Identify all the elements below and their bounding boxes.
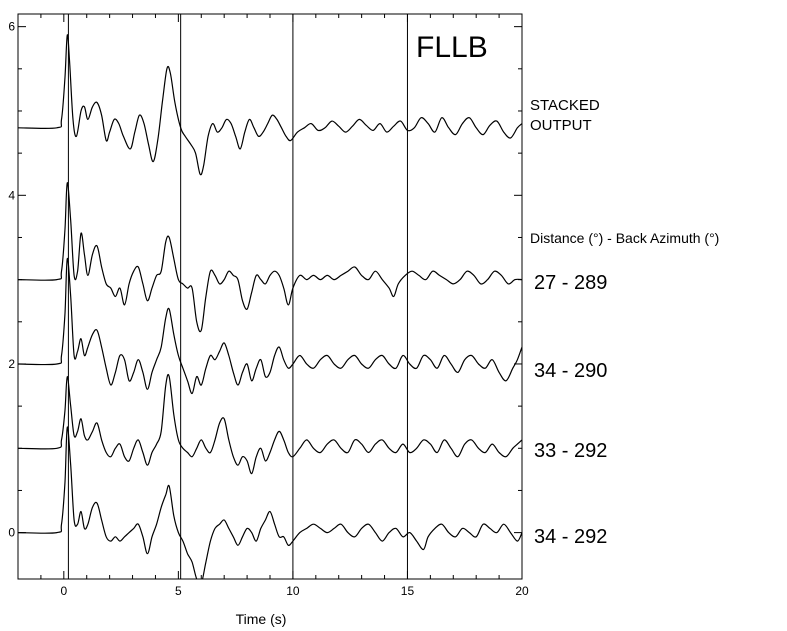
time-marker-lines [67, 14, 408, 579]
trace-label-1: 27 - 289 [534, 272, 607, 294]
column-header: Distance (°) - Back Azimuth (°) [530, 230, 719, 246]
y-tick-label-4: 4 [8, 188, 15, 202]
y-tick-label-2: 2 [8, 357, 15, 371]
trace-label-2: 34 - 290 [534, 360, 607, 382]
x-tick-label-5: 5 [175, 584, 182, 598]
axis-ticks [17, 14, 523, 579]
waveform-trace-4 [18, 426, 522, 579]
y-tick-label-0: 0 [8, 526, 15, 540]
x-tick-label-0: 0 [60, 584, 67, 598]
stacked-label-line-1: STACKED [530, 97, 600, 114]
waveform-trace-3 [18, 373, 522, 475]
trace-label-4: 34 - 292 [534, 526, 607, 548]
y-tick-label-6: 6 [8, 20, 15, 34]
waveform-trace-2 [18, 257, 522, 395]
stacked-label-line-2: OUTPUT [530, 117, 592, 134]
waveform-trace-1 [18, 182, 522, 333]
axis-tick-labels: 0 5 10 15 20 0 2 4 6 [8, 20, 529, 598]
x-axis-label: Time (s) [236, 611, 287, 627]
x-tick-label-15: 15 [401, 584, 415, 598]
x-tick-label-10: 10 [286, 584, 300, 598]
waveform-traces [18, 34, 522, 579]
x-tick-label-20: 20 [515, 584, 529, 598]
trace-label-3: 33 - 292 [534, 440, 607, 462]
waveform-trace-0 [18, 34, 522, 176]
station-name: FLLB [416, 31, 488, 64]
